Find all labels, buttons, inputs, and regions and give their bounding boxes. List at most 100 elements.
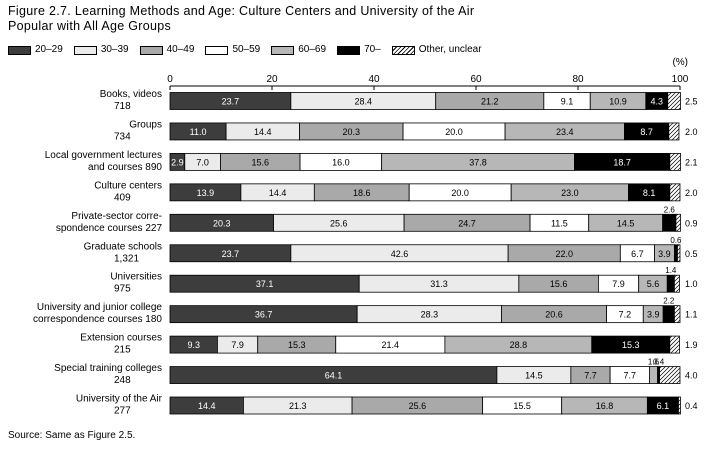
data-label: 15.5 (513, 401, 531, 411)
data-label: 42.6 (391, 249, 409, 259)
data-label: 28.3 (421, 310, 439, 320)
data-label: 4.0 (685, 371, 698, 381)
data-label: 1.9 (685, 340, 698, 350)
legend-label: 30–39 (100, 44, 129, 55)
legend-swatch (73, 45, 97, 55)
data-label: 14.4 (269, 188, 287, 198)
bar-segment (673, 274, 680, 293)
legend-item: 60–69 (271, 44, 326, 56)
category-label: and courses 890 (88, 162, 162, 173)
category-label: Culture centers (94, 180, 162, 191)
data-label: 2.1 (685, 157, 698, 167)
data-label: 7.7 (584, 371, 597, 381)
data-label: 14.5 (617, 218, 635, 228)
bar-segment (669, 335, 680, 354)
category-label: Books, videos (100, 89, 162, 100)
x-tick-label: 100 (672, 74, 689, 85)
data-label: 2.2 (663, 297, 675, 306)
data-label: 15.3 (288, 340, 306, 350)
data-label: 28.4 (355, 97, 373, 107)
legend-label: 40–49 (166, 44, 195, 55)
bar-segment (668, 122, 680, 141)
category-label: spondence courses 227 (56, 223, 163, 234)
bar-segment (662, 213, 677, 232)
category-label: Private-sector corre- (71, 211, 162, 222)
category-count: 409 (114, 192, 131, 203)
legend-swatch (391, 45, 415, 55)
category-label: University of the Air (76, 394, 163, 405)
data-label: 2.0 (685, 188, 698, 198)
data-label: 15.6 (252, 157, 270, 167)
category-label: Extension courses (80, 333, 162, 344)
data-label: 25.6 (409, 401, 427, 411)
legend-item: 20–29 (8, 44, 63, 56)
data-label: 20.3 (343, 127, 361, 137)
legend-item: 40–49 (139, 44, 195, 56)
data-label: 24.7 (458, 218, 476, 228)
data-label: 23.4 (556, 127, 574, 137)
bar-segment (673, 244, 678, 263)
data-label: 14.5 (525, 371, 543, 381)
title-line-1: Figure 2.7. Learning Methods and Age: Cu… (8, 4, 475, 18)
data-label: 28.8 (510, 340, 528, 350)
data-label: 20.0 (451, 188, 469, 198)
data-label: 1.1 (685, 310, 698, 320)
data-label: 3.9 (658, 249, 671, 259)
legend-swatch (271, 45, 295, 55)
x-tick-label: 0 (167, 74, 173, 85)
legend-swatch (8, 45, 31, 55)
bar-segment (667, 92, 681, 110)
x-tick-label: 20 (266, 74, 278, 85)
category-count: 215 (114, 345, 131, 356)
data-label: 7.7 (624, 371, 637, 381)
data-label: 18.7 (613, 157, 631, 167)
category-count: 975 (114, 284, 131, 295)
bar-segment (673, 305, 681, 324)
legend-item: 50–59 (205, 44, 260, 56)
data-label: 7.9 (231, 340, 244, 350)
bar-segment (659, 366, 681, 384)
x-axis-ticks: 0 20 40 60 80 100 (167, 74, 689, 90)
legend-item: 30–39 (73, 44, 129, 56)
data-label: 1.6 (648, 358, 660, 367)
legend-swatch (337, 45, 361, 55)
data-label: 7.0 (196, 157, 209, 167)
x-tick-label: 40 (368, 74, 380, 85)
legend-label: 50–59 (232, 44, 261, 55)
category-label: University and junior college (37, 302, 163, 313)
data-label: 18.6 (353, 188, 371, 198)
legend-item: Other, unclear (391, 44, 482, 56)
data-label: 11.5 (551, 218, 568, 228)
data-label: 25.6 (330, 218, 348, 228)
data-label: 37.8 (469, 157, 487, 167)
data-label: 21.3 (289, 401, 307, 411)
data-label: 36.7 (255, 310, 273, 320)
data-label: 14.4 (254, 127, 272, 137)
data-label: 22.0 (555, 249, 573, 259)
data-label: 21.4 (382, 340, 400, 350)
data-label: 1.0 (685, 279, 698, 289)
bars: 23.7 28.4 21.2 9.1 10.9 4.3 2.5 11.0 14.4 20.3 20.… (169, 92, 698, 415)
bar-segment (677, 244, 681, 263)
bar-segment (666, 274, 675, 293)
figure-title: Figure 2.7. Learning Methods and Age: Cu… (8, 4, 474, 34)
legend-label: 60–69 (298, 44, 327, 55)
data-label: 8.1 (643, 188, 656, 198)
legend: 20–29 30–39 40–49 50–59 60–69 70– Other, uncle… (8, 44, 493, 56)
category-label: correspondence courses 180 (33, 314, 162, 325)
data-label: 21.2 (481, 97, 499, 107)
legend-swatch (139, 45, 163, 55)
category-label: Groups (129, 119, 162, 130)
data-label: 0.5 (685, 249, 698, 259)
legend-label: 70– (364, 44, 381, 55)
data-label: 1.4 (665, 266, 677, 275)
bar-segment (675, 213, 681, 232)
legend-swatch (205, 45, 229, 55)
data-label: 5.6 (647, 279, 660, 289)
legend-item: 70– (337, 44, 381, 56)
data-label: 2.9 (171, 157, 184, 167)
x-tick-label: 80 (572, 74, 584, 85)
category-label: Special training colleges (54, 363, 162, 374)
category-count: 734 (114, 131, 131, 142)
